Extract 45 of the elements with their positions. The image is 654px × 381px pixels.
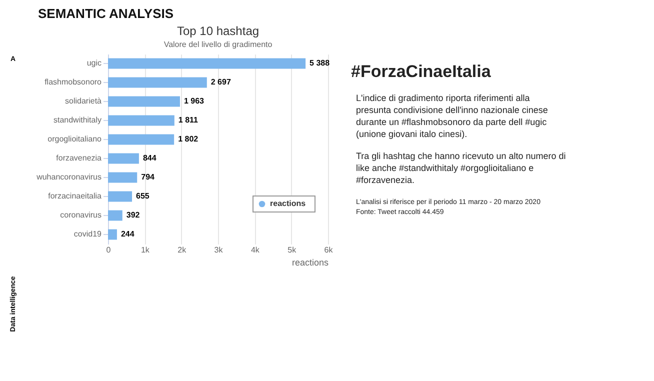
x-tick-label: 4k — [250, 246, 260, 254]
bar — [108, 172, 138, 183]
y-tick-label: standwithitaly — [53, 116, 102, 124]
data-label: 844 — [142, 154, 157, 162]
x-tick-label: 5k — [288, 246, 298, 254]
bar — [108, 191, 132, 202]
bar — [108, 134, 174, 145]
text: L'indice di gradimento riporta riferimenti alla presunta condivisione dell'inno nazionale cinese durante un #flashmobsonoro da parte dell #ugic (unione giovani italo cinesi). — [356, 93, 548, 139]
x-tick-label: 2k — [178, 246, 188, 254]
y-tick-label: covid19 — [74, 230, 102, 238]
data-label: 655 — [136, 192, 150, 200]
y-tick-label: solidarietà — [65, 96, 102, 106]
data-label: 1 963 — [184, 96, 205, 106]
text: Tra gli hashtag che hanno ricevuto un alto numero di like anche #standwithitaly #orgoglioitaliano e #forzavenezia. — [356, 151, 566, 185]
x-tick-label: 3k — [214, 246, 224, 254]
chart-subtitle: Valore del livello di gradimento — [164, 40, 273, 49]
text: #ForzaCinaeItalia — [351, 62, 492, 81]
chart-title: Top 10 hashtag — [176, 24, 260, 38]
bar — [108, 77, 207, 88]
bar — [108, 210, 122, 221]
data-label: 1 811 — [178, 116, 199, 124]
data-label: 1 802 — [178, 134, 199, 144]
data-label: 794 — [141, 172, 156, 182]
data-label: 392 — [126, 210, 140, 220]
bar — [108, 96, 180, 107]
bar — [108, 58, 306, 69]
x-tick-label: 1k — [140, 246, 150, 254]
y-tick-label: ugic — [86, 58, 102, 68]
bar — [108, 153, 139, 164]
x-tick-label: 0 — [106, 246, 112, 254]
y-tick-label: forzacinaeitalia — [48, 192, 102, 200]
y-tick-label: flashmobsonoro — [44, 78, 102, 86]
y-tick-label: wuhancoronavirus — [36, 172, 102, 182]
bar — [108, 115, 174, 126]
bar — [108, 229, 117, 240]
x-tick-label: 6k — [324, 246, 334, 254]
y-tick-label: coronavirus — [60, 210, 102, 220]
data-label: 5 388 — [310, 58, 330, 68]
y-tick-label: forzavenezia — [56, 154, 102, 162]
y-tick-label: orgoglioitaliano — [48, 134, 102, 144]
legend-label: reactions — [270, 199, 306, 208]
data-label: 244 — [120, 230, 135, 238]
x-axis-title: reactions — [292, 258, 329, 268]
data-label: 2 697 — [210, 78, 232, 86]
text: SEMANTIC ANALYSIS — [38, 6, 174, 21]
